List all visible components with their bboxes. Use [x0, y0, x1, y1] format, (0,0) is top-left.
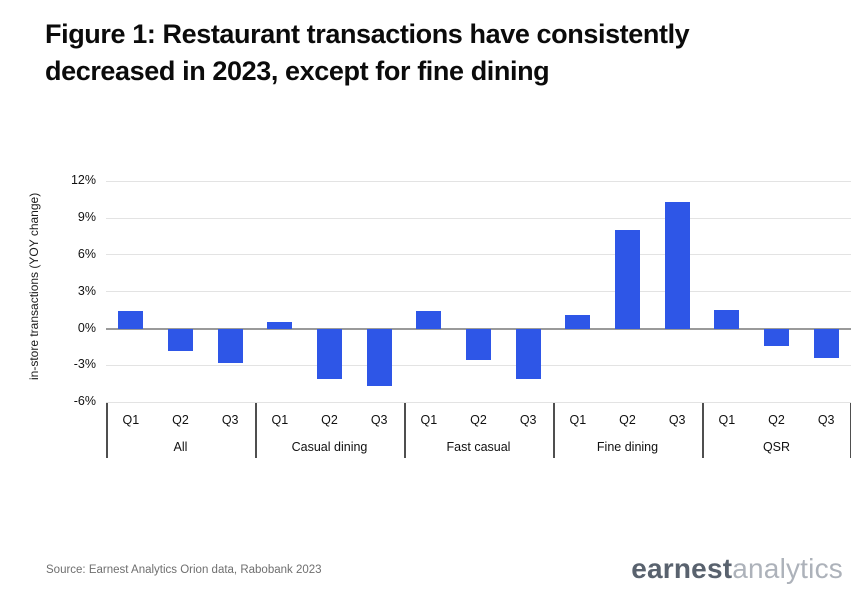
bar-fast-casual-q3 [515, 328, 541, 379]
figure-title: Figure 1: Restaurant transactions have c… [45, 19, 690, 86]
quarter-label: Q3 [519, 413, 537, 427]
bar-all-q3 [217, 328, 243, 363]
gridline [106, 254, 851, 256]
y-tick-label: -3% [73, 357, 96, 372]
group-separator [849, 402, 851, 458]
quarter-label: Q1 [569, 413, 587, 427]
y-tick-label: 6% [77, 246, 96, 261]
quarter-label: Q3 [817, 413, 835, 427]
group-separator [702, 402, 704, 458]
bar-casual-dining-q1 [267, 322, 293, 329]
group-label: Fast casual [446, 440, 511, 454]
quarter-label: Q1 [420, 413, 438, 427]
bar-fast-casual-q2 [466, 328, 491, 361]
bar-fine-dining-q1 [565, 315, 591, 329]
y-tick-label: 3% [77, 283, 96, 298]
y-tick-label: -6% [73, 394, 96, 409]
logo-analytics: analytics [732, 553, 843, 584]
group-separator [553, 402, 555, 458]
bar-casual-dining-q2 [317, 328, 342, 379]
x-axis-bracket: Q1 Q2 Q3 All Q1 Q2 Q3 Casual dining Q1 Q2 Q3 Fast c… [106, 402, 851, 458]
quarter-label: Q3 [370, 413, 388, 427]
bar-all-q2 [168, 328, 193, 351]
plot-area: 12% 9% 6% 3% 0% -3% -6% [71, 169, 851, 408]
logo: earnestanalytics [631, 553, 843, 585]
group-label: All [173, 440, 188, 454]
quarter-label: Q3 [668, 413, 686, 427]
gridline [106, 364, 851, 366]
bar-qsr-q3 [813, 328, 839, 358]
bar-fine-dining-q2 [615, 230, 640, 329]
bar-fine-dining-q3 [664, 202, 690, 329]
quarter-label: Q2 [470, 413, 487, 427]
y-axis-title: in-store transactions (YOY change) [27, 192, 41, 380]
quarter-label: Q2 [619, 413, 636, 427]
group-separator [255, 402, 257, 458]
y-tick-label: 0% [77, 320, 96, 335]
bar-fast-casual-q1 [416, 311, 442, 329]
group-label: QSR [762, 440, 791, 454]
group-separator [106, 402, 108, 458]
bar-qsr-q1 [714, 310, 740, 329]
group-label: Casual dining [291, 440, 368, 454]
y-tick-label: 9% [77, 210, 96, 225]
quarter-label: Q1 [718, 413, 736, 427]
quarter-label: Q2 [321, 413, 338, 427]
bar-all-q1 [118, 311, 144, 329]
logo-earnest: earnest [631, 553, 733, 584]
quarter-label: Q1 [271, 413, 289, 427]
gridline [106, 217, 851, 219]
quarter-label: Q3 [221, 413, 239, 427]
group-separator [404, 402, 406, 458]
group-label: Fine dining [596, 440, 659, 454]
quarter-label: Q2 [768, 413, 785, 427]
quarter-label: Q1 [122, 413, 140, 427]
quarter-label: Q2 [172, 413, 189, 427]
bar-qsr-q2 [764, 328, 789, 346]
source-text: Source: Earnest Analytics Orion data, Ra… [46, 564, 322, 576]
gridline [106, 401, 851, 403]
y-tick-label: 12% [70, 173, 96, 188]
bar-casual-dining-q3 [366, 328, 392, 387]
gridline [106, 291, 851, 293]
gridline [106, 180, 851, 182]
